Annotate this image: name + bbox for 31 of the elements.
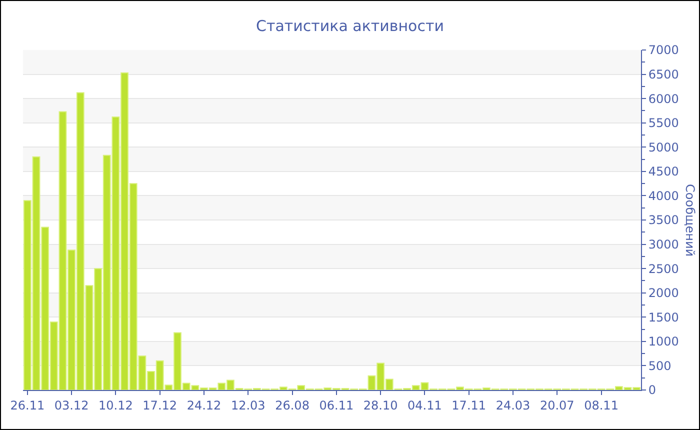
x-tick-label: 17.11: [452, 398, 486, 412]
x-tick-label: 26.11: [10, 398, 45, 412]
y-tick-label: 4500: [648, 164, 679, 179]
y-tick-label: 6000: [648, 92, 679, 106]
x-tick-label: 17.12: [142, 398, 178, 412]
y-tick-label: 6500: [648, 67, 679, 82]
chart-title: Статистика активности: [256, 16, 444, 35]
x-tick-label: 12.03: [230, 398, 266, 412]
y-tick-label: 7000: [648, 43, 679, 58]
x-tick-label: 24.12: [186, 398, 222, 412]
x-tick-label: 03.12: [54, 398, 89, 412]
y-tick-label: 1500: [648, 310, 679, 324]
x-tick-label: 28.10: [363, 398, 398, 412]
y-tick-label: 5500: [648, 116, 679, 130]
x-tick-label: 20.07: [540, 398, 574, 412]
y-tick-label: 1000: [648, 334, 679, 349]
x-tick-label: 04.11: [408, 398, 442, 412]
x-tick-label: 08.11: [584, 398, 618, 412]
y-tick-label: 500: [648, 358, 672, 373]
y-tick-label: 5000: [648, 140, 679, 154]
y-tick-label: 3500: [648, 213, 679, 228]
y-tick-label: 0: [648, 383, 656, 398]
x-tick-label: 06.11: [319, 398, 354, 412]
y-axis-title: Сообщений: [683, 184, 697, 257]
x-tick-label: 24.03: [496, 398, 530, 412]
y-tick-label: 3000: [648, 237, 679, 252]
y-tick-label: 2000: [648, 286, 679, 300]
x-tick-label: 26.08: [275, 398, 310, 412]
y-tick-label: 4000: [648, 188, 679, 203]
x-tick-label: 10.12: [98, 398, 133, 412]
y-tick-label: 2500: [648, 262, 679, 276]
